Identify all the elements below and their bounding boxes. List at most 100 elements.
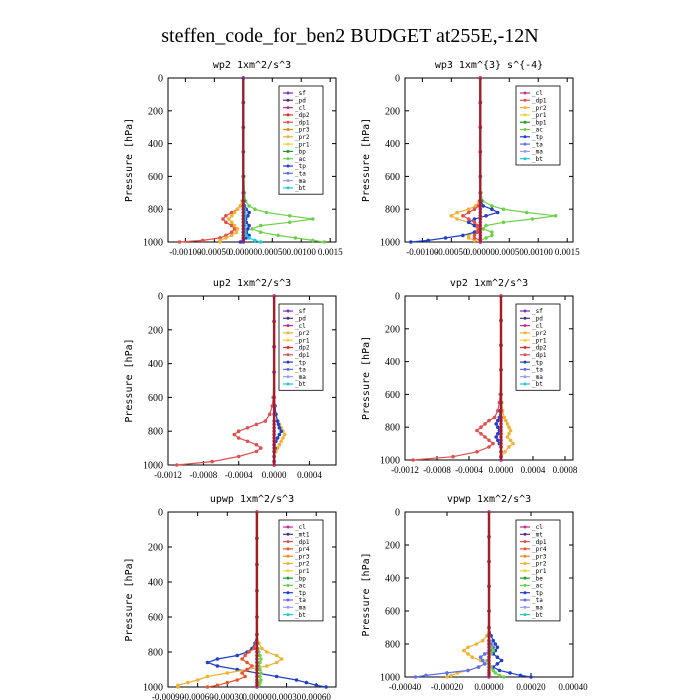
wp3-data-point-tp bbox=[461, 233, 465, 238]
upwp-y-tick-label: 600 bbox=[148, 613, 163, 624]
wp2-data-point-tp bbox=[247, 233, 251, 238]
wp3-legend-marker bbox=[523, 128, 527, 131]
upwp-legend-label: _pr1 bbox=[295, 568, 310, 575]
wp3-legend-marker bbox=[523, 142, 527, 146]
vpwp-data-point-ac bbox=[491, 648, 496, 653]
vpwp-series-line-ta bbox=[415, 512, 494, 678]
upwp-data-point-pr2 bbox=[186, 680, 190, 685]
vp2-data-point-dp1 bbox=[487, 445, 491, 449]
vp2-x-tick-label: -0.0004 bbox=[455, 465, 483, 475]
vp2-y-tick-label: 1000 bbox=[380, 456, 400, 467]
vpwp-legend-marker bbox=[523, 562, 527, 565]
vpwp-data-point-ta bbox=[476, 665, 481, 669]
up2-legend-marker bbox=[286, 382, 290, 386]
wp3-y-tick-label: 1000 bbox=[380, 238, 400, 249]
up2-legend-marker bbox=[286, 338, 290, 342]
vp2-legend-label: _pd bbox=[532, 316, 543, 323]
panels: wp2 1xm^2/s^3 Pressure [hPa] 0 200 400 600 800… bbox=[124, 60, 588, 700]
wp3-legend-marker bbox=[523, 157, 527, 161]
vpwp-legend-marker bbox=[523, 576, 527, 580]
wp3-data-point-dp1 bbox=[475, 223, 480, 228]
upwp-legend-marker bbox=[286, 562, 290, 565]
wp2-data-point-dp1 bbox=[221, 217, 225, 221]
wp2-data-point-pr2 bbox=[238, 204, 243, 208]
wp2-legend-label: _cl bbox=[295, 105, 306, 112]
wp3-legend-label: _tp bbox=[532, 134, 543, 141]
vp2-data-point-pr2 bbox=[503, 450, 507, 454]
up2-series-line-dp1 bbox=[176, 296, 275, 466]
upwp-y-tick-label: 200 bbox=[148, 543, 163, 554]
up2-data-point-dp1 bbox=[263, 419, 268, 423]
wp2-data-point-ac bbox=[311, 238, 315, 243]
wp3-legend-marker bbox=[523, 91, 527, 95]
vp2-legend-label: _sf bbox=[532, 308, 543, 315]
up2-panel: up2 1xm^2/s^3 Pressure [hPa] 0 200 400 600 800… bbox=[124, 278, 337, 480]
upwp-data-point-pr4 bbox=[240, 671, 244, 675]
upwp-legend-label: _ma bbox=[295, 605, 306, 612]
upwp-data-point-tp bbox=[205, 660, 210, 665]
wp3-data-point-tp bbox=[490, 207, 494, 211]
wp2-data-point-pr2 bbox=[235, 227, 240, 231]
vpwp-legend-label: _pr4 bbox=[532, 546, 547, 553]
up2-legend-label: _ma bbox=[295, 374, 306, 381]
up2-data-point-pr2 bbox=[277, 442, 282, 447]
vpwp-data-point-ta bbox=[424, 673, 428, 678]
vp2-data-point-pr2 bbox=[508, 438, 513, 443]
up2-legend-label: _pd bbox=[295, 316, 306, 323]
upwp-legend-marker bbox=[286, 598, 290, 602]
upwp-data-point-pr4 bbox=[240, 657, 244, 661]
upwp-data-point-ac bbox=[258, 667, 262, 672]
vpwp-data-point-tp bbox=[495, 662, 500, 666]
wp2-legend-label: _dp1 bbox=[295, 119, 310, 126]
wp3-legend-marker bbox=[523, 120, 527, 124]
vp2-data-point-dp1 bbox=[451, 454, 455, 459]
vp2-x-tick-label: 0.0008 bbox=[553, 465, 578, 475]
up2-data-point-dp1 bbox=[254, 449, 259, 454]
vp2-legend-marker bbox=[523, 353, 527, 357]
wp2-data-point-pr2 bbox=[229, 233, 234, 238]
upwp-data-point-ac bbox=[258, 680, 262, 685]
wp3-legend-label: _bt bbox=[532, 156, 543, 163]
wp2-x-tick-label: 0.0015 bbox=[318, 247, 343, 257]
upwp-legend-marker bbox=[286, 532, 290, 536]
vpwp-legend-label: _ta bbox=[532, 597, 543, 604]
vp2-data-point-tp bbox=[496, 425, 500, 430]
wp2-legend-marker bbox=[286, 179, 290, 183]
wp2-data-point-pr2 bbox=[224, 236, 228, 240]
wp3-data-point-ac bbox=[484, 223, 488, 228]
vp2-legend-marker bbox=[523, 324, 527, 328]
vp2-legend-label: _bt bbox=[532, 381, 543, 388]
wp3-legend-label: _ac bbox=[532, 127, 543, 134]
vp2-data-point-dp1 bbox=[479, 432, 483, 436]
vpwp-data-point-tp bbox=[495, 655, 500, 659]
wp3-data-point-ac bbox=[490, 204, 494, 208]
wp2-data-point-pr2 bbox=[234, 230, 239, 234]
vp2-data-point-pr2 bbox=[507, 432, 511, 436]
vpwp-data-point-ta bbox=[483, 662, 487, 666]
vpwp-legend-marker bbox=[523, 554, 527, 558]
vpwp-legend-label: _pr3 bbox=[532, 553, 547, 560]
vp2-legend-label: _pr1 bbox=[532, 337, 547, 344]
upwp-data-point-ac bbox=[259, 657, 263, 661]
up2-x-tick-label: 0.0004 bbox=[297, 470, 322, 480]
vpwp-legend-label: _dp1 bbox=[532, 539, 547, 546]
upwp-legend-label: _ac bbox=[295, 583, 306, 590]
up2-y-tick-label: 400 bbox=[148, 359, 163, 370]
wp2-data-point-pr2 bbox=[235, 207, 240, 211]
upwp-data-point-pr2 bbox=[176, 685, 180, 689]
wp2-legend-marker bbox=[286, 98, 290, 102]
wp2-data-point-dp1 bbox=[232, 227, 237, 231]
upwp-data-point-pr4 bbox=[205, 685, 210, 689]
wp3-y-axis-label: Pressure [hPa] bbox=[361, 118, 372, 202]
wp2-data-point-tp bbox=[247, 210, 251, 215]
wp2-legend-label: _pr1 bbox=[295, 141, 310, 148]
vp2-data-point-pr2 bbox=[507, 425, 511, 430]
up2-y-tick-label: 600 bbox=[148, 393, 163, 404]
upwp-legend-marker bbox=[286, 554, 290, 558]
upwp-data-point-tp bbox=[304, 680, 309, 685]
wp2-legend-marker bbox=[286, 91, 290, 95]
upwp-legend-label: _tp bbox=[295, 590, 306, 597]
wp3-data-point-ac bbox=[553, 214, 558, 218]
wp3-data-point-pr2 bbox=[466, 236, 471, 240]
